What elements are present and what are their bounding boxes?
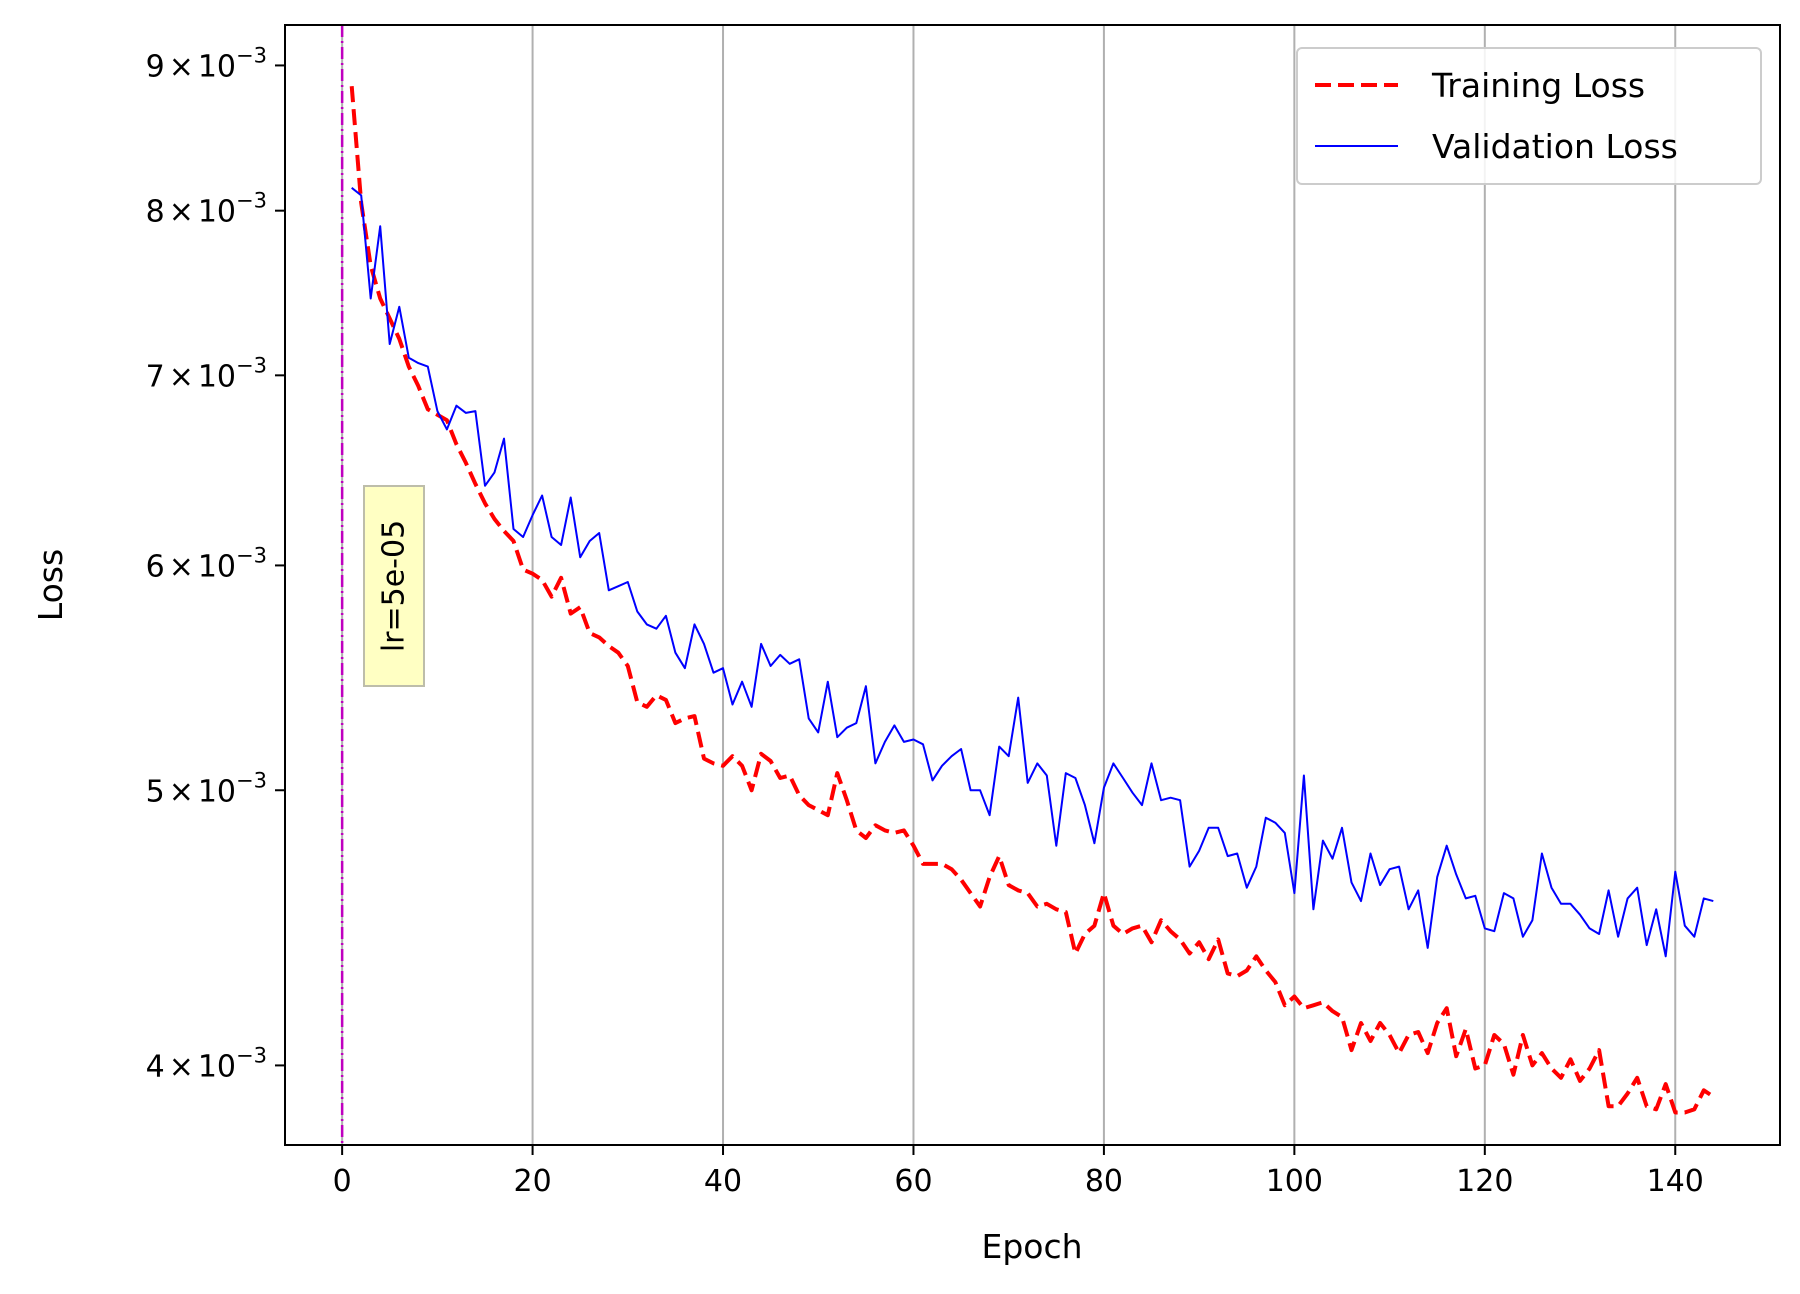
y-tick-label-part: 10 [198, 49, 236, 84]
y-tick-label-part: 10 [198, 1049, 236, 1084]
x-tick-label-80: 80 [1085, 1164, 1123, 1199]
y-tick-label-5: 5 × 10−3 [146, 768, 267, 809]
y-tick-label-4: 4 × 10−3 [146, 1043, 267, 1084]
legend: Training Loss Validation Loss [1296, 47, 1762, 185]
x-axis-ticks: 0 20 40 60 80 100 120 140 [333, 1145, 1704, 1199]
grid [341, 25, 1677, 1145]
x-tick-label-140: 140 [1647, 1164, 1704, 1199]
y-tick-label-8: 8 × 10−3 [146, 189, 267, 230]
annotation-box [363, 485, 425, 687]
y-tick-label-part: 8 [146, 195, 165, 230]
y-tick-label-part: 5 [146, 774, 165, 809]
x-tick-label-20: 20 [513, 1164, 551, 1199]
y-tick-label-part: −3 [236, 189, 267, 213]
y-tick-label-part: × [169, 195, 194, 230]
legend-box [1296, 47, 1762, 185]
legend-label-training: Training Loss [1431, 66, 1645, 105]
y-tick-label-part: 6 [146, 549, 165, 584]
x-tick-label-120: 120 [1456, 1164, 1513, 1199]
y-tick-label-part: 10 [198, 549, 236, 584]
y-tick-label-part: × [169, 49, 194, 84]
y-tick-label-part: × [169, 774, 194, 809]
y-axis-ticks: 4 × 10−35 × 10−36 × 10−37 × 10−38 × 10−39 × 10−3 [146, 43, 285, 1084]
y-tick-label-part: × [169, 1049, 194, 1084]
series-lines [349, 86, 1715, 1115]
x-tick-label-60: 60 [894, 1164, 932, 1199]
y-tick-label-part: 9 [146, 49, 165, 84]
lr-annotation: lr=5e-05 [363, 485, 425, 687]
x-tick-label-0: 0 [333, 1164, 352, 1199]
y-tick-label-part: × [169, 549, 194, 584]
plot-frame [284, 24, 1781, 1146]
x-axis-label: Epoch [981, 1227, 1082, 1266]
y-tick-label-part: −3 [236, 43, 267, 67]
y-tick-label-part: −3 [236, 353, 267, 377]
y-tick-label-part: 10 [198, 774, 236, 809]
y-tick-label-part: 10 [198, 195, 236, 230]
y-tick-label-part: 4 [146, 1049, 165, 1084]
legend-label-validation: Validation Loss [1432, 127, 1678, 166]
y-tick-label-part: 7 [146, 359, 165, 394]
training-loss-line [349, 86, 1715, 1115]
y-tick-label-9: 9 × 10−3 [146, 43, 267, 84]
x-tick-label-40: 40 [704, 1164, 742, 1199]
y-tick-label-part: × [169, 359, 194, 394]
annotation-text: lr=5e-05 [377, 520, 412, 652]
y-tick-label-6: 6 × 10−3 [146, 543, 267, 584]
y-axis-label: Loss [31, 549, 70, 621]
y-tick-label-part: 10 [198, 359, 236, 394]
y-tick-label-7: 7 × 10−3 [146, 353, 267, 394]
y-tick-label-part: −3 [236, 1043, 267, 1067]
validation-loss-line [351, 187, 1714, 958]
x-tick-label-100: 100 [1266, 1164, 1323, 1199]
y-tick-label-part: −3 [236, 543, 267, 567]
y-tick-label-part: −3 [236, 768, 267, 792]
